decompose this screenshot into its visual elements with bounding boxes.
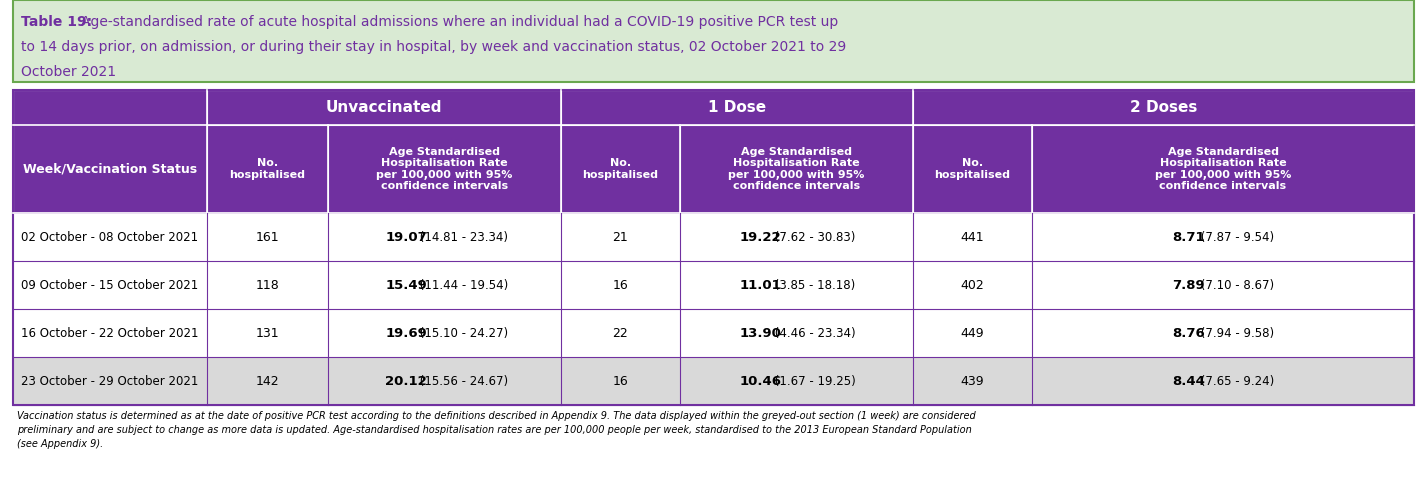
Bar [912,357,1032,405]
Text: Age Standardised
Hospitalisation Rate
per 100,000 with 95%
confidence intervals: Age Standardised Hospitalisation Rate pe… [1155,147,1291,192]
Bar [561,261,680,309]
Text: 131: 131 [255,326,280,340]
Bar [912,309,1032,357]
Bar [13,0,1413,82]
Bar [13,357,207,405]
Text: 449: 449 [961,326,985,340]
Bar [328,125,561,213]
Bar [207,309,328,357]
Text: Unvaccinated: Unvaccinated [325,100,441,115]
Text: (7.87 - 9.54): (7.87 - 9.54) [1198,230,1274,244]
Bar [912,213,1032,261]
Text: 19.22: 19.22 [739,230,782,244]
Text: (7.10 - 8.67): (7.10 - 8.67) [1198,278,1274,292]
Text: 10.46: 10.46 [739,374,782,388]
Text: 441: 441 [961,230,985,244]
Text: 7.89: 7.89 [1172,278,1205,292]
Text: Age Standardised
Hospitalisation Rate
per 100,000 with 95%
confidence intervals: Age Standardised Hospitalisation Rate pe… [376,147,512,192]
Text: Week/Vaccination Status: Week/Vaccination Status [23,163,197,175]
Bar [207,125,328,213]
Text: No.
hospitalised: No. hospitalised [230,158,305,180]
Bar [912,90,1413,125]
Text: (15.10 - 24.27): (15.10 - 24.27) [416,326,508,340]
Text: (7.65 - 9.24): (7.65 - 9.24) [1198,374,1274,388]
Text: 22: 22 [613,326,629,340]
Text: 09 October - 15 October 2021: 09 October - 15 October 2021 [20,278,197,292]
Bar [13,213,207,261]
Bar [561,213,680,261]
Text: 8.76: 8.76 [1172,326,1205,340]
Bar [328,213,561,261]
Text: (4.46 - 23.34): (4.46 - 23.34) [771,326,856,340]
Text: 15.49: 15.49 [385,278,427,292]
Bar [561,357,680,405]
Bar [1032,213,1413,261]
Bar [207,261,328,309]
Text: to 14 days prior, on admission, or during their stay in hospital, by week and va: to 14 days prior, on admission, or durin… [20,40,846,54]
Text: October 2021: October 2021 [20,65,116,79]
Text: 1 Dose: 1 Dose [708,100,766,115]
Bar [207,90,561,125]
Text: (7.94 - 9.58): (7.94 - 9.58) [1198,326,1274,340]
Bar [561,125,680,213]
Bar [680,261,912,309]
Bar [13,90,1413,405]
Bar [680,125,912,213]
Text: 16: 16 [613,278,629,292]
Bar [680,213,912,261]
Text: (3.85 - 18.18): (3.85 - 18.18) [771,278,856,292]
Text: Age Standardised
Hospitalisation Rate
per 100,000 with 95%
confidence intervals: Age Standardised Hospitalisation Rate pe… [728,147,864,192]
Text: 11.01: 11.01 [739,278,782,292]
Text: 02 October - 08 October 2021: 02 October - 08 October 2021 [20,230,197,244]
Bar [13,261,207,309]
Bar [328,261,561,309]
Bar [561,90,912,125]
Bar [1032,261,1413,309]
Text: No.
hospitalised: No. hospitalised [582,158,658,180]
Text: 19.69: 19.69 [385,326,427,340]
Text: 16: 16 [613,374,629,388]
Bar [561,309,680,357]
Bar [680,309,912,357]
Text: 13.90: 13.90 [739,326,782,340]
Text: 2 Doses: 2 Doses [1130,100,1198,115]
Bar [912,261,1032,309]
Text: (15.56 - 24.67): (15.56 - 24.67) [416,374,508,388]
Bar [328,357,561,405]
Text: 142: 142 [255,374,280,388]
Bar [13,90,207,213]
Text: 118: 118 [255,278,280,292]
Text: 21: 21 [613,230,629,244]
Text: (see Appendix 9).: (see Appendix 9). [17,439,102,449]
Text: (11.44 - 19.54): (11.44 - 19.54) [416,278,508,292]
Bar [1032,309,1413,357]
Text: 161: 161 [255,230,280,244]
Text: 16 October - 22 October 2021: 16 October - 22 October 2021 [20,326,199,340]
Text: 19.07: 19.07 [385,230,427,244]
Text: 8.44: 8.44 [1172,374,1205,388]
Text: (7.62 - 30.83): (7.62 - 30.83) [771,230,856,244]
Text: 402: 402 [961,278,985,292]
Text: 439: 439 [961,374,985,388]
Bar [680,357,912,405]
Text: 8.71: 8.71 [1172,230,1205,244]
Text: Vaccination status is determined as at the date of positive PCR test according t: Vaccination status is determined as at t… [17,411,975,421]
Bar [207,213,328,261]
Text: (1.67 - 19.25): (1.67 - 19.25) [771,374,856,388]
Bar [1032,125,1413,213]
Bar [207,357,328,405]
Text: preliminary and are subject to change as more data is updated. Age-standardised : preliminary and are subject to change as… [17,425,972,435]
Bar [912,125,1032,213]
Bar [328,309,561,357]
Bar [13,309,207,357]
Bar [1032,357,1413,405]
Text: (14.81 - 23.34): (14.81 - 23.34) [416,230,508,244]
Text: Table 19:: Table 19: [20,15,92,29]
Text: 20.12: 20.12 [385,374,427,388]
Text: 23 October - 29 October 2021: 23 October - 29 October 2021 [20,374,197,388]
Text: Age-standardised rate of acute hospital admissions where an individual had a COV: Age-standardised rate of acute hospital … [81,15,839,29]
Text: No.
hospitalised: No. hospitalised [935,158,1010,180]
